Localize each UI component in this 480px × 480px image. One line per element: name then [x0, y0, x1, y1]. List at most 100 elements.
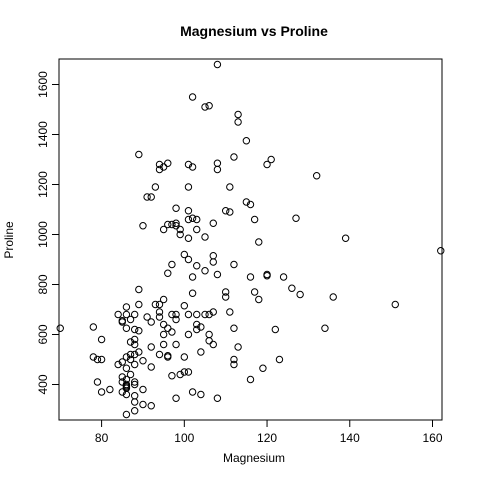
- data-point: [122, 310, 131, 319]
- data-point: [159, 330, 168, 339]
- x-axis-label: Magnesium: [223, 451, 285, 465]
- data-point: [139, 357, 147, 365]
- data-point: [250, 215, 259, 224]
- data-point: [180, 368, 189, 376]
- data-point: [147, 363, 155, 371]
- data-point: [139, 222, 147, 230]
- data-point: [230, 360, 238, 369]
- data-point: [329, 293, 337, 301]
- data-point: [122, 364, 131, 372]
- data-point: [209, 252, 217, 260]
- data-point: [118, 388, 126, 396]
- data-point: [126, 355, 135, 364]
- y-tick-label: 1200: [36, 171, 50, 198]
- data-point: [97, 355, 106, 364]
- data-point: [172, 340, 180, 349]
- data-point: [135, 285, 143, 294]
- data-point: [246, 273, 255, 281]
- data-point: [155, 160, 164, 169]
- data-point: [312, 172, 321, 180]
- data-point: [130, 380, 139, 389]
- data-point: [135, 348, 143, 356]
- data-points: [56, 60, 445, 419]
- data-point: [267, 155, 275, 164]
- data-point: [164, 353, 172, 361]
- data-point: [255, 295, 263, 304]
- data-point: [226, 208, 234, 216]
- data-point: [135, 327, 143, 335]
- data-point: [201, 267, 209, 275]
- data-point: [106, 385, 114, 394]
- data-point: [135, 150, 143, 159]
- data-point: [164, 220, 172, 229]
- data-point: [176, 230, 184, 239]
- data-point: [193, 262, 201, 270]
- data-point: [184, 330, 193, 339]
- data-point: [201, 233, 209, 241]
- x-axis: 80 100 120 140 160: [95, 419, 443, 445]
- data-point: [130, 378, 139, 386]
- data-point: [147, 402, 155, 410]
- data-point: [151, 300, 160, 309]
- x-tick-label: 80: [95, 431, 109, 445]
- data-point: [263, 160, 271, 169]
- data-point: [188, 163, 197, 171]
- data-point: [147, 318, 155, 326]
- data-point: [159, 340, 168, 349]
- data-point: [172, 222, 180, 230]
- data-point: [122, 353, 131, 361]
- data-point: [139, 385, 147, 394]
- data-point: [172, 204, 180, 212]
- x-tick-label: 100: [174, 431, 194, 445]
- data-point: [180, 250, 189, 259]
- data-point: [126, 370, 135, 379]
- y-tick-label: 600: [36, 324, 50, 344]
- data-point: [275, 355, 284, 364]
- y-tick-label: 400: [36, 374, 50, 394]
- data-point: [147, 193, 155, 201]
- data-point: [118, 317, 126, 325]
- data-point: [193, 215, 201, 224]
- data-point: [130, 360, 139, 369]
- data-point: [147, 343, 155, 351]
- data-point: [155, 300, 164, 309]
- data-point: [93, 355, 102, 364]
- data-point: [279, 273, 288, 281]
- data-point: [172, 315, 180, 324]
- data-point: [221, 207, 230, 215]
- data-point: [226, 308, 234, 316]
- data-point: [230, 355, 238, 364]
- data-point: [242, 137, 251, 145]
- data-point: [234, 343, 242, 351]
- data-point: [93, 378, 102, 386]
- data-point: [213, 394, 222, 402]
- data-point: [180, 302, 189, 310]
- chart-title: Magnesium vs Proline: [180, 23, 328, 39]
- data-point: [164, 159, 172, 167]
- data-point: [122, 375, 131, 384]
- data-point: [226, 183, 234, 191]
- data-point: [159, 225, 168, 234]
- data-point: [221, 293, 230, 301]
- data-point: [213, 270, 222, 279]
- data-point: [56, 324, 64, 332]
- data-point: [205, 330, 213, 339]
- data-point: [126, 338, 135, 346]
- data-point: [230, 324, 238, 332]
- data-point: [159, 163, 168, 171]
- data-point: [130, 310, 139, 319]
- data-point: [193, 325, 201, 334]
- data-point: [122, 303, 131, 311]
- data-point: [159, 295, 168, 304]
- data-point: [391, 300, 399, 309]
- data-point: [193, 310, 201, 319]
- data-point: [246, 375, 255, 384]
- data-point: [246, 200, 255, 209]
- data-point: [97, 388, 106, 396]
- data-point: [143, 313, 151, 321]
- data-point: [130, 350, 139, 359]
- data-point: [143, 193, 151, 201]
- data-point: [437, 247, 445, 255]
- data-point: [130, 335, 139, 344]
